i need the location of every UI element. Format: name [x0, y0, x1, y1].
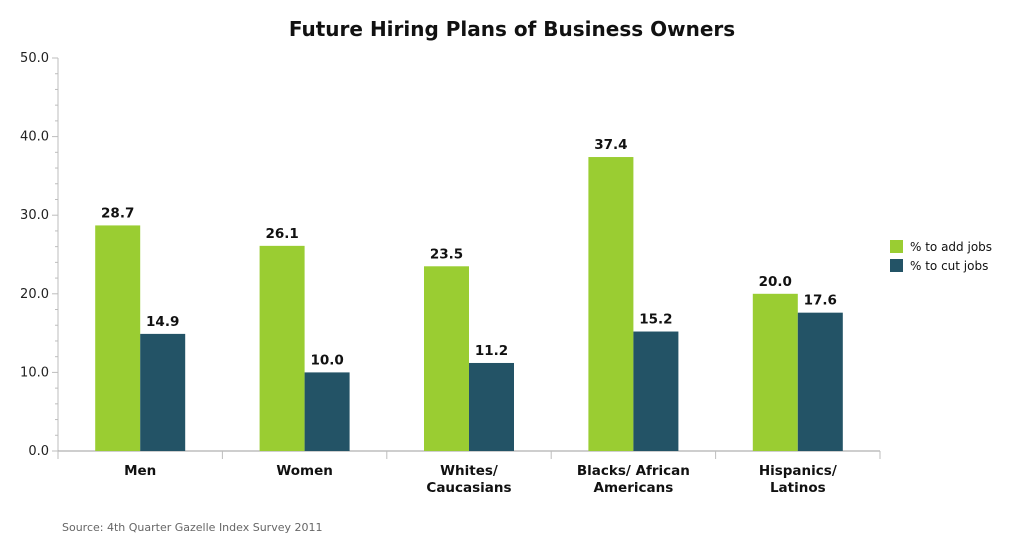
data-label: 14.9 — [146, 314, 179, 330]
x-category-label: Men — [124, 463, 156, 479]
legend-swatch — [890, 240, 903, 253]
y-axis: 0.0 10.0 20.0 30.0 40.0 50.0 — [20, 51, 59, 459]
data-label: 15.2 — [639, 312, 672, 328]
data-label: 20.0 — [759, 274, 792, 290]
legend: % to add jobs % to cut jobs — [890, 240, 992, 273]
chart-title: Future Hiring Plans of Business Owners — [289, 17, 735, 41]
source-note: Source: 4th Quarter Gazelle Index Survey… — [62, 521, 322, 534]
data-label: 26.1 — [265, 226, 298, 242]
data-label: 10.0 — [310, 352, 343, 368]
bar-cut-jobs — [633, 331, 679, 451]
y-tick-label: 30.0 — [20, 208, 49, 223]
legend-label: % to cut jobs — [910, 259, 988, 273]
y-tick-label: 50.0 — [20, 51, 49, 66]
y-tick-label: 0.0 — [28, 444, 49, 459]
x-category-label: Hispanics/ — [759, 463, 837, 479]
y-tick-label: 10.0 — [20, 365, 49, 380]
bar-add-jobs — [752, 293, 798, 451]
data-label: 28.7 — [101, 205, 134, 221]
x-category-label: Blacks/ African — [577, 463, 690, 479]
bar-add-jobs — [95, 225, 141, 451]
x-category-label: Americans — [594, 480, 674, 496]
data-label: 23.5 — [430, 246, 463, 262]
bar-add-jobs — [259, 245, 305, 451]
data-label: 11.2 — [475, 343, 508, 359]
x-axis: Men Women Whites/Caucasians Blacks/ African… — [57, 450, 881, 496]
data-label: 17.6 — [804, 293, 837, 309]
data-labels: 28.7 26.1 23.5 37.4 20.0 14.9 10.0 11.2 15.2 17.6 — [101, 137, 837, 368]
x-category-label: Caucasians — [426, 480, 511, 496]
bars — [95, 157, 843, 451]
y-tick-label: 40.0 — [20, 130, 49, 145]
bar-cut-jobs — [140, 333, 186, 451]
x-category-label: Women — [276, 463, 333, 479]
legend-label: % to add jobs — [910, 240, 992, 254]
bar-cut-jobs — [797, 312, 843, 451]
bar-cut-jobs — [304, 372, 350, 451]
data-label: 37.4 — [594, 137, 627, 153]
x-category-label: Latinos — [770, 480, 826, 496]
x-category-label: Whites/ — [440, 463, 498, 479]
y-tick-label: 20.0 — [20, 287, 49, 302]
legend-swatch — [890, 259, 903, 272]
bar-cut-jobs — [469, 362, 514, 451]
bar-add-jobs — [588, 157, 634, 451]
bar-add-jobs — [424, 266, 469, 451]
